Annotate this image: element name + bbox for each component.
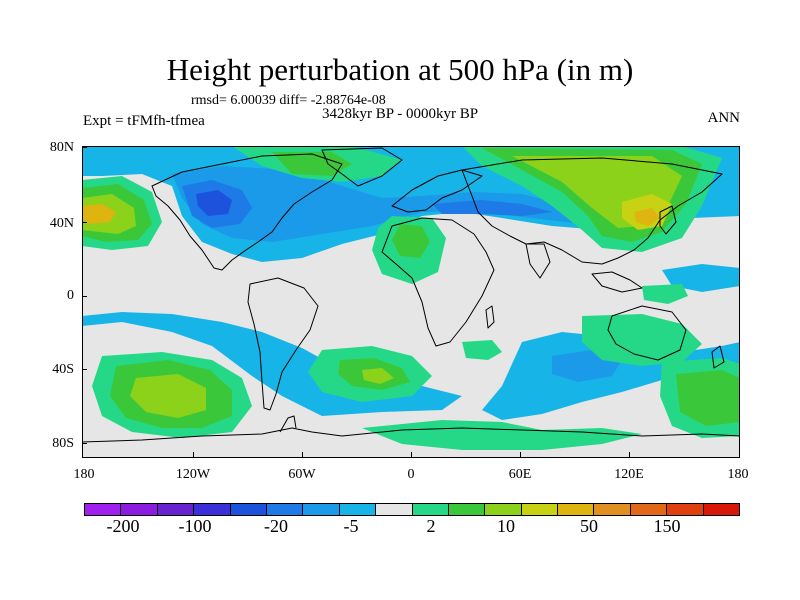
north-america-coastline: [151, 153, 343, 271]
contour-map: [82, 146, 740, 458]
colorbar-cell: [266, 504, 304, 515]
experiment-label: Expt = tFMfh-tfmea: [83, 113, 205, 129]
season-label: ANN: [707, 110, 741, 126]
colorbar-cell: [85, 504, 122, 515]
madagascar-coastline: [485, 305, 495, 329]
antarctic-peninsula: [279, 415, 297, 433]
australia-high: [582, 314, 702, 366]
colorbar-label: -200: [106, 516, 140, 536]
colorbar-cell: [485, 504, 522, 515]
colorbar-cell: [412, 504, 449, 515]
x-axis-label: 120E: [614, 467, 644, 482]
north-atlantic-low: [172, 166, 602, 242]
map-title: Height perturbation at 500 hPa (in m): [166, 52, 634, 87]
colorbar-cell: [521, 504, 559, 515]
y-axis-label: 40S: [52, 362, 74, 377]
new-zealand-coastline: [711, 345, 725, 369]
x-axis-label: 0: [407, 467, 415, 482]
y-tick: [82, 222, 87, 223]
greenland-coastline: [321, 147, 403, 187]
x-tick: [411, 452, 412, 457]
colorbar-cell: [376, 504, 413, 515]
colorbar-cell: [303, 504, 340, 515]
x-axis-label: 60W: [288, 467, 316, 482]
equatorial-pacific-high: [642, 284, 688, 304]
canada-high-core: [272, 152, 352, 176]
x-axis-label: 60E: [508, 467, 532, 482]
south-pacific-high-core: [130, 374, 206, 418]
north-america-low-center: [196, 190, 232, 216]
colorbar: [84, 503, 740, 516]
asia-coastline: [461, 157, 723, 265]
x-axis-label: 180: [73, 467, 95, 482]
europe-asia-low: [432, 200, 552, 216]
rmsd-diff-text: rmsd= 6.00039 diff= -2.88764e-08: [191, 93, 386, 108]
y-axis-label: 80N: [49, 140, 74, 155]
y-tick: [82, 147, 87, 148]
y-axis-label: 80S: [52, 436, 74, 451]
colorbar-label: 10: [497, 516, 515, 536]
colorbar-cell: [703, 504, 740, 515]
colorbar-label: -5: [343, 516, 359, 536]
africa-coastline: [381, 217, 495, 347]
x-tick: [520, 452, 521, 457]
colorbar-label: 2: [426, 516, 436, 536]
x-axis-label: 180: [727, 467, 749, 482]
y-axis-label: 0: [67, 288, 74, 303]
colorbar-label: 150: [653, 516, 681, 536]
y-tick: [82, 369, 87, 370]
colorbar-cell: [558, 504, 595, 515]
australia-coastline: [607, 305, 687, 361]
colorbar-label: 50: [580, 516, 598, 536]
colorbar-cell: [339, 504, 377, 515]
colorbar-cell: [448, 504, 486, 515]
y-tick: [82, 443, 87, 444]
x-tick: [302, 452, 303, 457]
central-pacific-high-west-inner: [82, 204, 116, 224]
colorbar-cell: [667, 504, 704, 515]
indian-ocean-high: [462, 340, 502, 360]
colorbar-cell: [594, 504, 631, 515]
south-america-coastline: [247, 277, 319, 411]
south-indian-high-east-core: [676, 370, 740, 426]
europe-coastline: [391, 169, 483, 213]
north-africa-high-core: [392, 224, 430, 258]
antarctica-coastline: [82, 427, 740, 443]
colorbar-label: -100: [178, 516, 212, 536]
colorbar-cell: [630, 504, 668, 515]
colorbar-cell: [194, 504, 231, 515]
colorbar-cell: [121, 504, 158, 515]
colorbar-label: -20: [264, 516, 288, 536]
coastlines: [82, 147, 740, 443]
colorbar-cell: [230, 504, 267, 515]
period-label: 3428kyr BP - 0000kyr BP: [322, 106, 479, 122]
y-tick: [82, 296, 87, 297]
south-atlantic-high-center: [362, 368, 394, 384]
japan-coastline: [659, 205, 677, 235]
colorbar-cell: [157, 504, 195, 515]
antarctic-high: [362, 420, 642, 450]
x-tick: [629, 452, 630, 457]
north-pacific-high-center: [634, 208, 660, 226]
india-coastline: [525, 243, 551, 279]
y-axis-label: 40N: [49, 216, 74, 231]
southeast-asia-islands: [591, 271, 643, 293]
x-tick: [193, 452, 194, 457]
x-axis-label: 120W: [175, 467, 211, 482]
